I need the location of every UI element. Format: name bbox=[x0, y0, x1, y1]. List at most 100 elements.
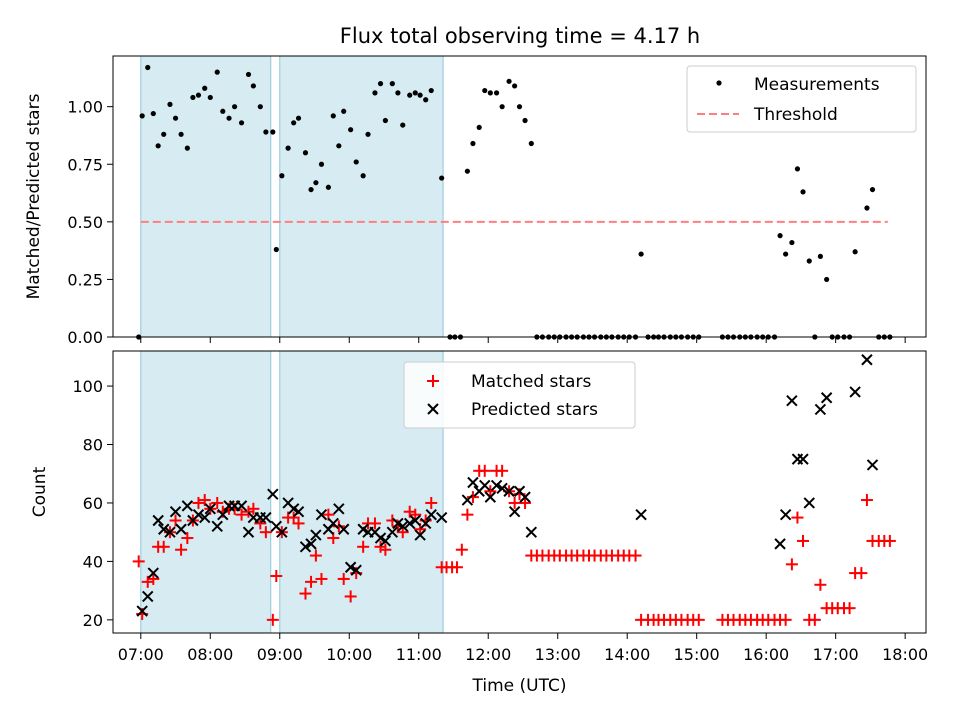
y-tick-label: 40 bbox=[83, 552, 103, 571]
predicted-star-point bbox=[419, 517, 432, 530]
predicted-star-point bbox=[242, 526, 255, 538]
predicted-star-point bbox=[175, 523, 187, 535]
measurement-point bbox=[493, 90, 500, 96]
predicted-star-point bbox=[525, 526, 538, 538]
predicted-star-point bbox=[192, 508, 205, 521]
predicted-star-point bbox=[164, 526, 176, 538]
predicted-star-point bbox=[181, 500, 194, 512]
x-stroke-b bbox=[419, 517, 432, 530]
y-tick-label: 0.50 bbox=[67, 213, 103, 232]
shaded-interval bbox=[140, 55, 272, 338]
measurement-point bbox=[783, 251, 789, 257]
matched-star-point bbox=[808, 613, 821, 626]
matched-star-point bbox=[860, 494, 873, 507]
matched-star-point bbox=[461, 508, 474, 521]
x-stroke-b bbox=[199, 511, 211, 524]
measurement-point bbox=[864, 205, 870, 211]
measurement-point bbox=[308, 186, 314, 193]
measurement-point bbox=[528, 140, 534, 147]
matched-star-point bbox=[883, 534, 896, 547]
x-stroke-b bbox=[519, 491, 531, 503]
x-stroke-b bbox=[158, 523, 170, 535]
x-stroke-b bbox=[379, 535, 392, 547]
x-stroke-b bbox=[490, 479, 503, 492]
measurement-point bbox=[207, 94, 213, 101]
bottom-y-axis: 20 40 60 80 100 bbox=[72, 377, 113, 630]
predicted-star-point bbox=[386, 526, 399, 538]
x-stroke-b bbox=[484, 491, 497, 503]
x-stroke-b bbox=[152, 514, 164, 527]
y-tick-label: 0.25 bbox=[67, 270, 103, 289]
measurement-point bbox=[250, 83, 256, 89]
x-tick-label: 12:00 bbox=[465, 645, 511, 664]
matched-star-point bbox=[157, 540, 170, 553]
predicted-star-point bbox=[142, 590, 154, 603]
matched-star-point bbox=[299, 587, 312, 600]
measurement-point bbox=[476, 124, 482, 131]
x-stroke-b bbox=[404, 517, 416, 530]
predicted-star-point bbox=[467, 476, 479, 489]
x-stroke-b bbox=[315, 508, 328, 521]
measurement-point bbox=[400, 122, 406, 128]
x-axis-label: Time (UTC) bbox=[472, 676, 567, 696]
top-shaded-regions bbox=[140, 55, 444, 338]
measurement-point bbox=[794, 166, 801, 172]
predicted-star-point bbox=[479, 479, 491, 492]
matched-star-point bbox=[450, 561, 463, 574]
measurement-point bbox=[439, 175, 445, 181]
measurement-point bbox=[482, 87, 488, 94]
measurement-point bbox=[382, 117, 388, 124]
matched-star-point bbox=[814, 578, 827, 591]
x-tick-label: 18:00 bbox=[882, 645, 928, 664]
matched-star-point bbox=[403, 505, 416, 518]
x-stroke-b bbox=[350, 564, 362, 576]
y-tick-label: 1.00 bbox=[67, 98, 103, 117]
x-stroke-b bbox=[392, 517, 404, 530]
y-tick-label: 100 bbox=[72, 377, 103, 396]
x-stroke-b bbox=[397, 520, 409, 533]
measurement-point bbox=[270, 129, 276, 135]
predicted-star-point bbox=[305, 538, 317, 550]
measurement-point bbox=[395, 90, 401, 96]
measurement-point bbox=[302, 150, 309, 156]
top-axes-frame bbox=[112, 55, 927, 338]
y-tick-label: 0.00 bbox=[67, 328, 103, 347]
predicted-star-point bbox=[136, 605, 148, 617]
measurement-point bbox=[806, 258, 812, 264]
measurement-point bbox=[516, 104, 523, 110]
x-stroke-b bbox=[181, 500, 194, 512]
matched-star-point bbox=[357, 540, 370, 553]
legend-box bbox=[403, 361, 636, 429]
x-stroke-b bbox=[525, 526, 538, 538]
x-stroke-b bbox=[276, 526, 288, 538]
x-stroke-b bbox=[204, 503, 216, 515]
x-stroke-b bbox=[425, 508, 437, 521]
measurement-point bbox=[273, 246, 279, 253]
measurement-point bbox=[638, 251, 644, 257]
x-stroke-b bbox=[786, 394, 798, 407]
x-stroke-b bbox=[169, 506, 182, 518]
y-tick-label: 80 bbox=[83, 436, 103, 455]
x-stroke-b bbox=[849, 386, 861, 398]
y-tick-label: 20 bbox=[83, 611, 103, 630]
figure-title: Flux total observing time = 4.17 h bbox=[340, 24, 700, 48]
x-stroke-b bbox=[235, 500, 248, 512]
predicted-star-point bbox=[260, 511, 272, 524]
measurement-point bbox=[325, 184, 332, 190]
x-stroke-b bbox=[496, 482, 508, 495]
measurement-point bbox=[506, 78, 512, 84]
legend-matched-label: Matched stars bbox=[471, 372, 591, 392]
predicted-star-point bbox=[350, 564, 362, 576]
x-stroke-b bbox=[136, 605, 148, 617]
measurement-point bbox=[172, 115, 179, 121]
matched-star-point bbox=[266, 613, 279, 626]
x-stroke-b bbox=[374, 532, 387, 544]
matched-star-point bbox=[855, 567, 868, 580]
measurement-point bbox=[365, 131, 371, 137]
matched-star-point bbox=[132, 555, 145, 568]
x-stroke-b bbox=[175, 523, 187, 535]
predicted-star-point bbox=[797, 453, 809, 465]
matched-star-point bbox=[141, 575, 154, 588]
top-y-axis: 0.00 0.25 0.50 0.75 1.00 bbox=[67, 98, 113, 347]
top-legend: Measurements Threshold bbox=[686, 65, 917, 133]
